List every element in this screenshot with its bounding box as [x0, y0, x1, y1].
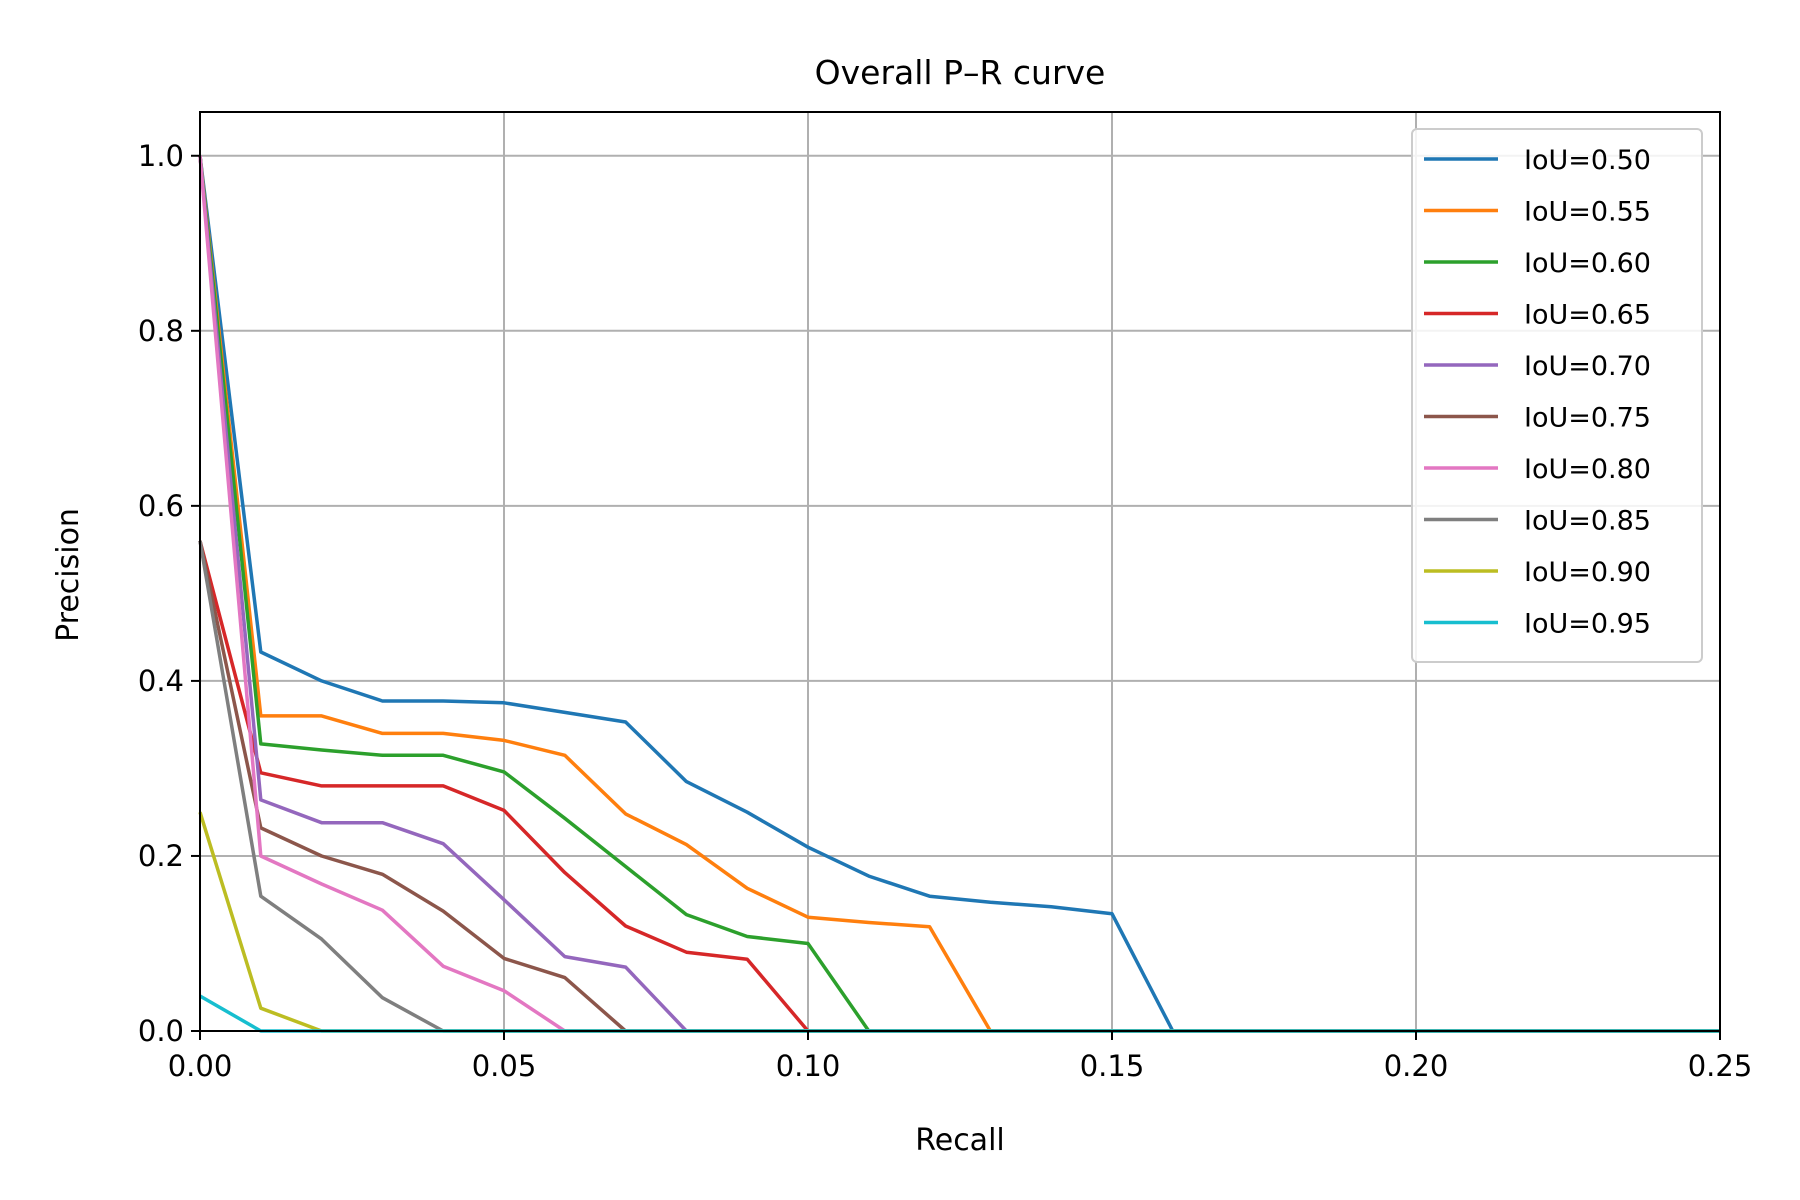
legend-label: IoU=0.60	[1524, 248, 1651, 279]
x-tick-label: 0.10	[776, 1049, 841, 1083]
axis-ticks: 0.00 0.05 0.10 0.15 0.20 0.25 0.0 0.2 0.4 0.6 0.8 1…	[138, 139, 1752, 1083]
legend-label: IoU=0.85	[1524, 506, 1651, 537]
x-axis-label: Recall	[915, 1123, 1005, 1158]
x-tick-label: 0.15	[1080, 1049, 1145, 1083]
x-tick-label: 0.00	[168, 1049, 233, 1083]
series-line-IoU=0.90	[198, 811, 1720, 1033]
legend-label: IoU=0.70	[1524, 351, 1651, 382]
y-tick-label: 0.4	[138, 664, 184, 698]
x-tick-label: 0.25	[1688, 1049, 1753, 1083]
y-axis-label: Precision	[51, 508, 86, 642]
legend: IoU=0.50 IoU=0.55 IoU=0.60 IoU=0.65 IoU=0.70…	[1411, 128, 1703, 663]
y-tick-label: 1.0	[138, 139, 184, 173]
chart-title: Overall P–R curve	[815, 53, 1106, 92]
x-tick-label: 0.05	[472, 1049, 537, 1083]
y-tick-label: 0.0	[138, 1014, 184, 1048]
series-line-IoU=0.95	[199, 994, 1720, 1033]
y-tick-label: 0.6	[138, 489, 184, 523]
y-tick-label: 0.2	[138, 839, 184, 873]
plot-frame	[199, 111, 1721, 1032]
legend-label: IoU=0.90	[1524, 557, 1651, 588]
legend-label: IoU=0.65	[1524, 300, 1651, 331]
legend-label: IoU=0.50	[1524, 145, 1651, 176]
legend-label: IoU=0.95	[1524, 609, 1651, 640]
y-tick-label: 0.8	[138, 314, 184, 348]
legend-label: IoU=0.75	[1524, 403, 1651, 434]
legend-label: IoU=0.80	[1524, 454, 1651, 485]
legend-label: IoU=0.55	[1524, 197, 1651, 228]
x-tick-label: 0.20	[1384, 1049, 1449, 1083]
